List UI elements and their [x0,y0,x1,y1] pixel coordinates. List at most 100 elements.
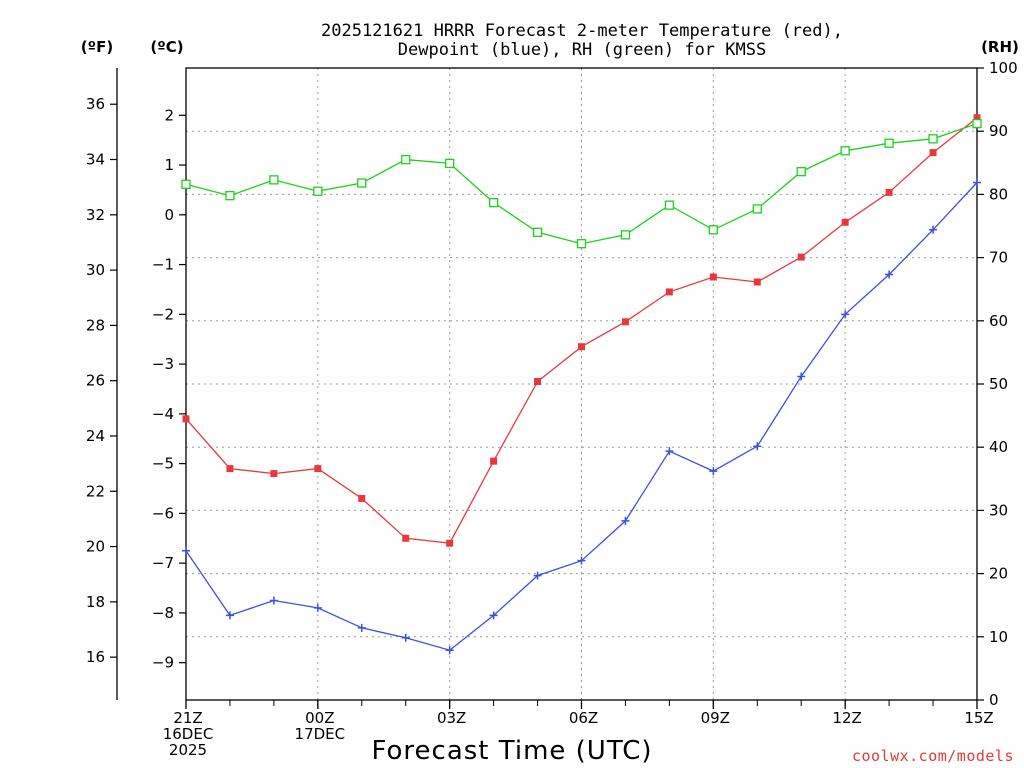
temperature-point [314,465,322,473]
dewpoint-point [489,611,498,620]
credit-text[interactable]: coolwx.com/models [852,747,1014,765]
rh-tick-label: 10 [989,628,1008,646]
rh-point [840,146,850,156]
temperature-line [185,117,978,544]
fahrenheit-tick-label: 18 [86,593,105,611]
rh-point [972,118,982,129]
rh-point [928,134,938,144]
fahrenheit-tick-label: 20 [86,538,105,556]
dewpoint-point [885,270,894,279]
temperature-point [270,470,278,478]
celsius-tick-label: −5 [152,455,174,473]
rh-point [532,227,543,237]
fahrenheit-tick-label: 32 [86,206,105,224]
temperature-point [973,114,981,122]
x-axis-label: Forecast Time (UTC) [371,736,652,766]
celsius-tick-label: −9 [152,654,174,672]
x-tick-label: 16DEC [163,725,214,743]
temperature-point [709,273,717,281]
rh-tick-label: 0 [989,691,999,709]
dewpoint-point [577,556,586,565]
celsius-tick-label: −4 [152,405,174,423]
rh-tick-label: 90 [989,122,1008,140]
rh-point [181,179,191,189]
temperature-point [226,465,234,473]
rh-point [445,158,455,169]
rh-point [752,204,762,214]
fahrenheit-tick-label: 24 [86,427,105,445]
temperature-point [182,415,190,423]
rh-tick-label: 70 [989,249,1008,267]
celsius-tick-label: 0 [164,206,174,224]
dewpoint-point [445,646,454,655]
x-tick-label: 15Z [964,709,993,727]
temperature-point [797,253,805,261]
temperature-point [578,343,585,351]
dewpoint-point [533,571,542,580]
rh-point [313,186,323,196]
fahrenheit-tick-label: 16 [86,648,105,666]
x-tick-label: 03Z [437,709,466,727]
rh-point [796,166,806,177]
temperature-point [402,534,410,542]
dewpoint-point [665,447,674,456]
celsius-tick-label: −6 [152,504,174,522]
fahrenheit-tick-label: 26 [86,372,105,390]
rh-point [708,225,718,235]
temperature-point [621,318,629,326]
dewpoint-point [401,633,410,642]
dewpoint-point [313,603,322,612]
dewpoint-point [269,596,278,605]
data-series [181,114,982,655]
rh-tick-label: 80 [989,185,1008,203]
dewpoint-point [357,623,366,632]
x-tick-label: 06Z [569,709,598,727]
unit-fahrenheit: (ºF) [81,38,113,56]
celsius-tick-label: 2 [164,106,174,124]
fahrenheit-tick-label: 28 [86,316,105,334]
rh-point [576,239,587,249]
dewpoint-point [841,310,850,319]
chart-title-line2: Dewpoint (blue), RH (green) for KMSS [398,40,766,60]
rh-tick-label: 30 [989,501,1008,519]
celsius-tick-label: 1 [164,156,174,174]
rh-point [401,154,411,165]
dewpoint-point [621,516,630,525]
x-tick-label: 2025 [169,741,207,759]
rh-point [269,175,279,185]
x-tick-label: 21Z [173,709,202,727]
rh-tick-label: 60 [989,312,1008,330]
celsius-tick-label: −1 [152,256,174,274]
rh-tick-label: 50 [989,375,1008,393]
rh-point [620,230,631,240]
dewpoint-point [929,225,938,234]
unit-rh: (RH) [981,38,1019,56]
tick-labels: 210−1−2−3−4−5−6−7−8−93634323028262422201… [86,59,1018,759]
temperature-point [534,378,542,386]
rh-point [225,191,235,201]
temperature-point [885,188,893,196]
temperature-point [753,278,761,286]
temperature-point [929,149,937,157]
dewpoint-point [709,467,718,476]
axes [110,67,984,709]
x-tick-label: 00Z [305,709,334,727]
dewpoint-point [973,178,981,187]
x-tick-label: 12Z [832,709,861,727]
celsius-tick-label: −7 [152,554,174,572]
temperature-point [665,288,673,296]
fahrenheit-tick-label: 22 [86,482,105,500]
dewpoint-point [753,442,762,451]
x-tick-label: 09Z [701,709,730,727]
fahrenheit-tick-label: 36 [86,95,105,113]
fahrenheit-tick-label: 34 [86,151,105,169]
rh-tick-label: 20 [989,565,1008,583]
temperature-point [490,457,498,465]
rh-tick-label: 100 [989,59,1018,77]
rh-point [357,178,367,188]
dewpoint-point [797,372,806,381]
fahrenheit-tick-label: 30 [86,261,105,279]
rh-point [488,197,499,208]
unit-celsius: (ºC) [150,38,183,56]
